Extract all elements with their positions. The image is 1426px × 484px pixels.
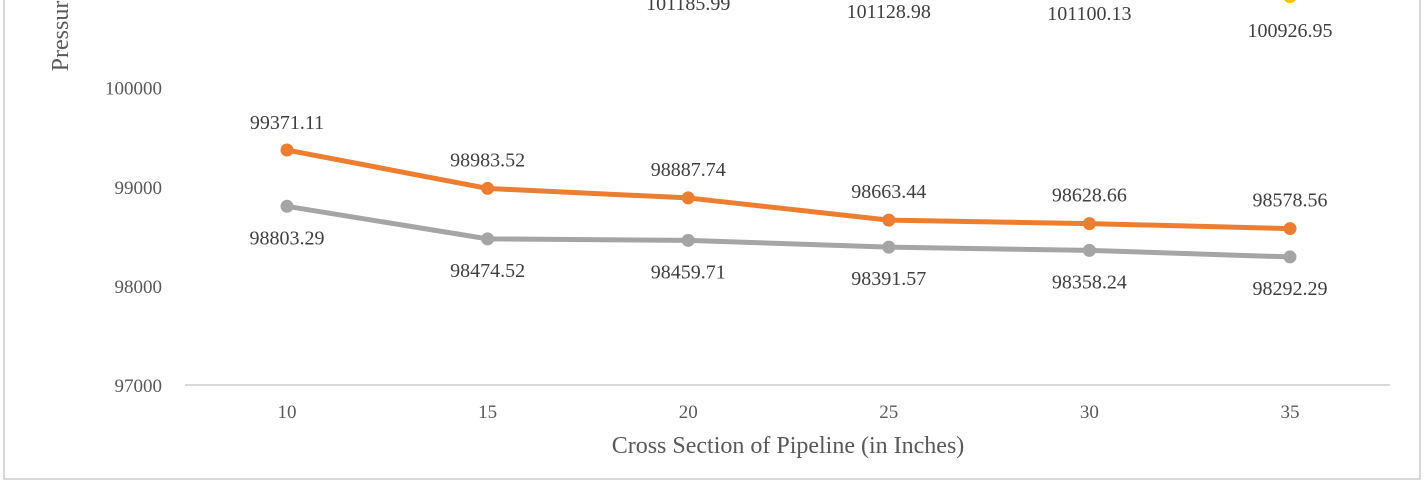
y-tick-label: 100000 (105, 79, 162, 100)
x-tick-label: 15 (478, 402, 497, 423)
data-label: 98663.44 (851, 181, 926, 203)
data-label: 98578.56 (1253, 190, 1328, 212)
data-label: 98983.52 (450, 149, 525, 171)
x-tick-label: 35 (1281, 402, 1300, 423)
data-label-layer: 101185.99 101128.98 101100.13 100926.95 9937… (250, 0, 1333, 300)
y-tick-label: 98000 (115, 277, 163, 298)
x-tick-label: 30 (1080, 402, 1099, 423)
data-point (1284, 0, 1296, 3)
data-label: 99371.11 (250, 112, 324, 134)
data-point (681, 191, 695, 205)
data-label: 98358.24 (1052, 271, 1127, 293)
data-point (481, 181, 495, 195)
data-point (681, 233, 695, 247)
y-tick-label: 97000 (115, 376, 163, 397)
data-label: 98391.57 (851, 268, 926, 290)
data-label: 98292.29 (1253, 278, 1328, 300)
data-point (1283, 250, 1297, 264)
data-point (280, 143, 294, 157)
y-axis-title: Pressur (48, 1, 74, 72)
data-point (481, 232, 495, 246)
data-label: 101100.13 (1047, 3, 1131, 25)
data-point (1283, 222, 1297, 236)
x-tick-label: 10 (278, 402, 297, 423)
y-tick-label: 99000 (115, 178, 163, 199)
data-label: 98474.52 (450, 260, 525, 282)
data-label: 101128.98 (847, 1, 931, 23)
data-point (1082, 243, 1096, 257)
data-label: 98459.71 (651, 261, 726, 283)
data-label: 98887.74 (651, 159, 726, 181)
y-axis-ticks: 97000 98000 99000 100000 (105, 79, 162, 397)
data-label: 98803.29 (250, 227, 325, 249)
series-layer (280, 0, 1297, 264)
x-axis-ticks: 10 15 20 25 30 35 (278, 402, 1300, 423)
data-label: 100926.95 (1248, 20, 1333, 42)
series-line (286, 147, 1291, 232)
x-tick-label: 25 (879, 402, 898, 423)
data-label: 98628.66 (1052, 185, 1127, 207)
series-line (286, 203, 1291, 260)
data-point (1082, 217, 1096, 231)
data-label: 101185.99 (646, 0, 730, 15)
x-tick-label: 20 (679, 402, 698, 423)
data-point (882, 213, 896, 227)
data-point (280, 199, 294, 213)
data-point (882, 240, 896, 254)
x-axis-title: Cross Section of Pipeline (in Inches) (612, 433, 965, 459)
